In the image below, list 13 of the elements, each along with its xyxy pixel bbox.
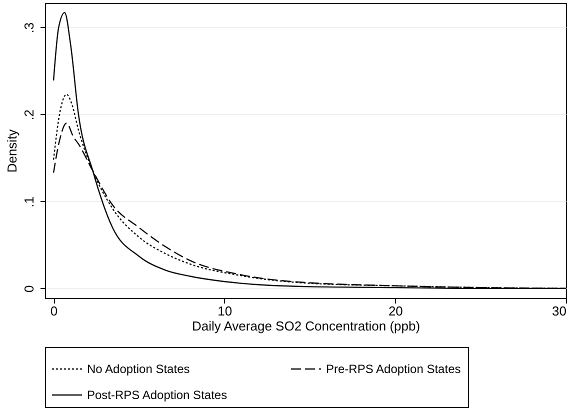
x-tick-label: 0	[50, 304, 58, 318]
y-tick-label: .3	[22, 22, 36, 34]
x-axis-title: Daily Average SO2 Concentration (ppb)	[192, 318, 420, 334]
y-tick-label: 0	[22, 285, 36, 293]
y-tick-label: .1	[22, 196, 36, 208]
y-axis-title: Density	[4, 128, 20, 173]
y-tick-label: .2	[22, 109, 36, 120]
x-tick-label: 20	[388, 304, 403, 318]
legend-label: Pre-RPS Adoption States	[326, 362, 461, 376]
x-tick-label: 10	[218, 304, 232, 318]
legend-label: Post-RPS Adoption States	[87, 388, 228, 402]
x-tick-label: 30	[552, 304, 566, 318]
legend-label: No Adoption States	[87, 362, 190, 376]
